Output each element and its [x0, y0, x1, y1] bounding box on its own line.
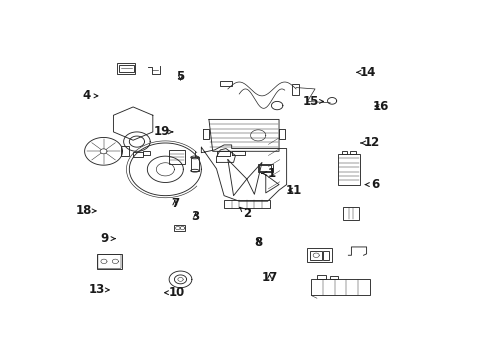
- Bar: [117, 63, 135, 74]
- Bar: [190, 157, 199, 171]
- Bar: [258, 164, 272, 172]
- Bar: [224, 200, 269, 208]
- Bar: [220, 81, 231, 86]
- Text: 14: 14: [356, 66, 375, 79]
- Text: 1: 1: [261, 167, 275, 180]
- Bar: [174, 225, 185, 231]
- Bar: [121, 146, 129, 156]
- Text: 16: 16: [372, 100, 389, 113]
- Text: 18: 18: [76, 204, 96, 217]
- Bar: [337, 154, 359, 185]
- Bar: [97, 254, 122, 269]
- Bar: [142, 151, 150, 156]
- Bar: [343, 207, 358, 220]
- Text: 7: 7: [170, 198, 179, 211]
- Text: 8: 8: [254, 236, 262, 249]
- Bar: [307, 248, 331, 262]
- Text: 15: 15: [303, 95, 323, 108]
- Bar: [341, 151, 346, 154]
- Bar: [310, 251, 321, 260]
- Bar: [169, 150, 184, 164]
- Bar: [292, 84, 299, 95]
- Bar: [316, 275, 326, 279]
- Text: 5: 5: [176, 70, 184, 83]
- Text: 9: 9: [101, 232, 115, 245]
- Bar: [323, 251, 329, 260]
- Text: 10: 10: [164, 286, 184, 299]
- Bar: [133, 152, 142, 157]
- Text: 6: 6: [365, 178, 379, 191]
- Text: 17: 17: [261, 271, 277, 284]
- Bar: [349, 151, 355, 154]
- Bar: [119, 64, 133, 72]
- Text: 19: 19: [153, 125, 172, 138]
- Text: 11: 11: [285, 184, 302, 197]
- Text: 3: 3: [191, 210, 199, 223]
- Text: 4: 4: [82, 89, 98, 102]
- Text: 13: 13: [89, 283, 109, 296]
- Bar: [329, 276, 337, 279]
- Text: 2: 2: [239, 207, 250, 220]
- Bar: [311, 279, 369, 296]
- Text: 12: 12: [360, 136, 379, 149]
- Bar: [259, 165, 271, 171]
